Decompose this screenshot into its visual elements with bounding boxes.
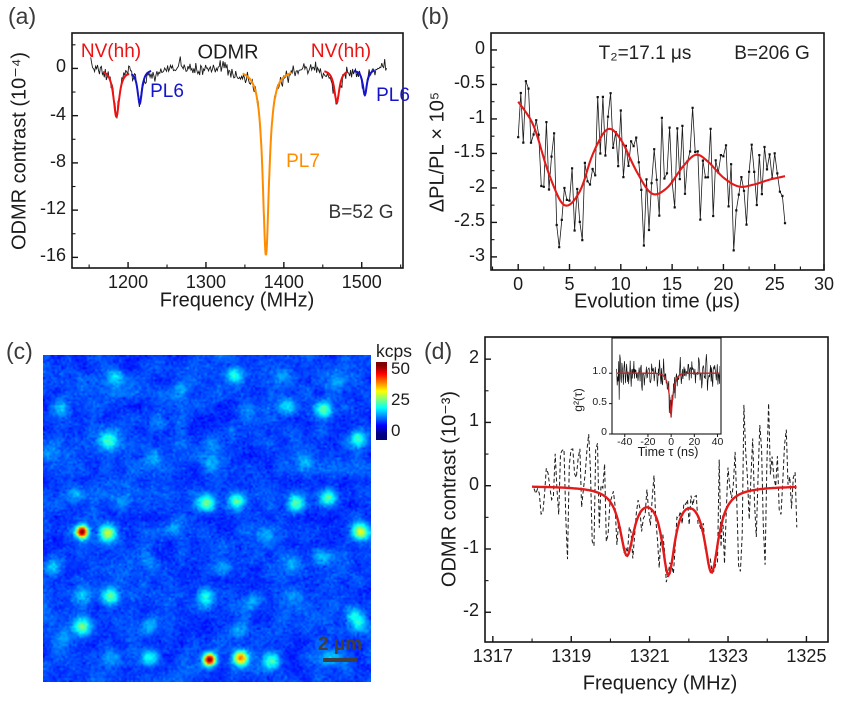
scalebar	[323, 658, 357, 662]
tick-label: -1	[462, 536, 479, 557]
tick-label: 0	[468, 473, 479, 494]
tick-label: 15	[662, 274, 683, 294]
tick-label: 10	[610, 274, 631, 294]
panel-label-c: (c)	[6, 338, 33, 364]
tick-label: 40	[711, 436, 724, 448]
colorbar-title: kcps	[376, 341, 412, 361]
panel-label-d: (d)	[424, 338, 453, 364]
tick-label: 0	[513, 274, 524, 294]
tick-label: -16	[39, 245, 66, 266]
a-title-odmr: ODMR	[197, 41, 259, 64]
tick-label: 1500	[341, 272, 382, 292]
tick-label: -1.5	[453, 141, 485, 162]
tick-label: 0	[474, 37, 485, 58]
confocal-pl-map	[43, 355, 371, 682]
tick-label: 20	[713, 274, 734, 294]
tick-label: 20	[688, 436, 701, 448]
d-inset-x-axis-title: Time τ (ns)	[637, 445, 699, 459]
tick-label: -3	[468, 244, 485, 265]
tick-label: -20	[640, 436, 656, 448]
tick-label: 1	[468, 410, 479, 431]
tick-label: 1317	[472, 646, 513, 666]
tick-label: -12	[39, 198, 66, 219]
panel-label-b: (b)	[421, 3, 450, 29]
tick-label: -40	[617, 436, 633, 448]
tick-label: 25	[764, 274, 785, 294]
tick-label: -8	[49, 150, 66, 171]
tick-label: 1300	[185, 272, 226, 292]
colorbar-gradient	[376, 362, 387, 440]
b-annotation-t2: T₂=17.1 μs	[598, 43, 692, 64]
tick-label: 0	[601, 426, 607, 438]
a-annotation-nv-left: NV(hh)	[80, 41, 142, 62]
d-x-axis-title: Frequency (MHz)	[582, 672, 738, 695]
tick-label: 1323	[708, 646, 749, 666]
tick-label: -2	[462, 600, 479, 621]
tick-label: 1325	[786, 646, 827, 666]
a-annotation-pl6-right: PL6	[376, 85, 410, 106]
tick-label: 0	[55, 56, 66, 77]
tick-label: -0.5	[453, 72, 485, 93]
tick-label: 0	[668, 436, 675, 448]
a-annotation-magnetic-field: B=52 G	[328, 202, 394, 223]
a-annotation-pl6-left: PL6	[150, 81, 184, 102]
tick-label: 0.5	[592, 395, 607, 408]
b-x-axis-title: Evolution time (μs)	[573, 290, 741, 313]
a-x-axis-title: Frequency (MHz)	[159, 289, 315, 312]
tick-label: 1200	[108, 272, 149, 292]
tick-label: 50	[391, 359, 410, 378]
tick-label: 0	[391, 421, 401, 440]
scalebar-label: 2 μm	[317, 634, 363, 655]
tick-label: -2	[468, 175, 485, 196]
tick-label: 1400	[263, 272, 304, 292]
tick-label: 1321	[629, 646, 670, 666]
tick-label: -2.5	[453, 210, 485, 231]
tick-label: 2	[468, 347, 479, 368]
tick-label: 30	[813, 274, 835, 294]
tick-label: 1319	[551, 646, 592, 666]
b-annotation-magnetic-field: B=206 G	[734, 43, 810, 64]
a-annotation-nv-right: NV(hh)	[310, 41, 372, 62]
tick-label: -1	[468, 106, 485, 127]
tick-label: 5	[564, 274, 575, 294]
a-annotation-pl7: PL7	[286, 151, 320, 172]
tick-label: 25	[391, 390, 410, 409]
tick-label: 1.0	[592, 365, 607, 378]
panel-label-a: (a)	[8, 3, 37, 29]
tick-label: -4	[49, 103, 66, 124]
